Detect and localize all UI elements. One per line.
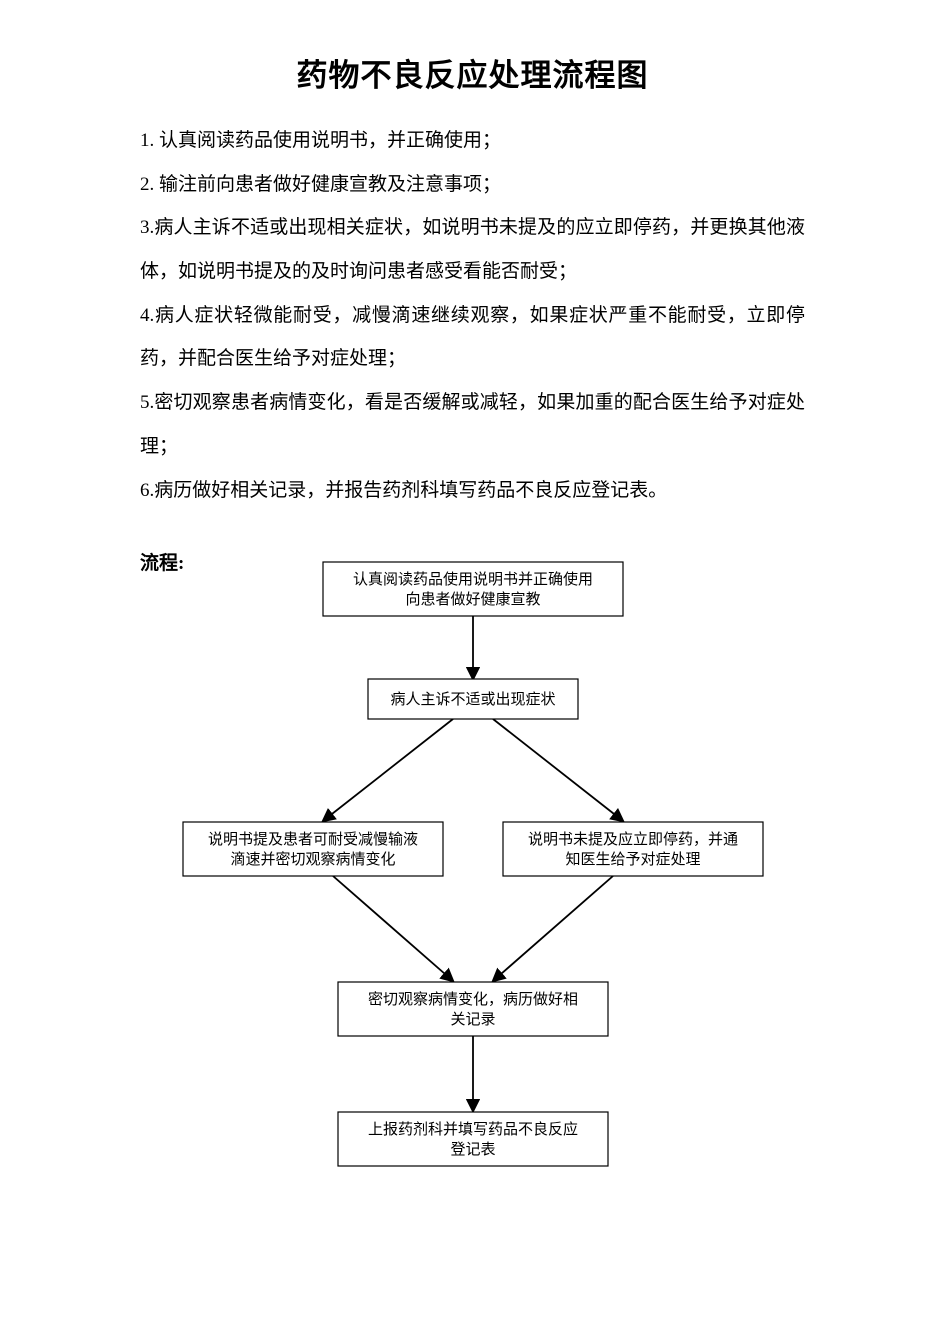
flow-node-n5: 密切观察病情变化，病历做好相关记录 — [338, 982, 608, 1036]
flowchart-svg: 认真阅读药品使用说明书并正确使用向患者做好健康宣教病人主诉不适或出现症状说明书提… — [153, 549, 793, 1189]
steps-list: 1. 认真阅读药品使用说明书，并正确使用； 2. 输注前向患者做好健康宣教及注意… — [140, 119, 805, 512]
flow-node-text: 病人主诉不适或出现症状 — [390, 691, 555, 708]
flow-node-n3: 说明书提及患者可耐受减慢输液滴速并密切观察病情变化 — [183, 822, 443, 876]
flow-edge — [493, 719, 623, 821]
step-4: 4.病人症状轻微能耐受，减慢滴速继续观察，如果症状严重不能耐受，立即停药，并配合… — [140, 294, 805, 381]
flow-node-text: 登记表 — [450, 1141, 495, 1158]
flow-node-n6: 上报药剂科并填写药品不良反应登记表 — [338, 1112, 608, 1166]
flow-node-text: 认真阅读药品使用说明书并正确使用 — [352, 570, 592, 588]
flow-node-text: 上报药剂科并填写药品不良反应 — [367, 1120, 577, 1138]
flow-node-text: 知医生给予对症处理 — [565, 851, 700, 868]
flow-node-n4: 说明书未提及应立即停药，并通知医生给予对症处理 — [503, 822, 763, 876]
flow-node-text: 说明书未提及应立即停药，并通 — [527, 830, 737, 848]
flow-node-n1: 认真阅读药品使用说明书并正确使用向患者做好健康宣教 — [323, 562, 623, 616]
step-3: 3.病人主诉不适或出现相关症状，如说明书未提及的应立即停药，并更换其他液体，如说… — [140, 206, 805, 293]
step-5: 5.密切观察患者病情变化，看是否缓解或减轻，如果加重的配合医生给予对症处理； — [140, 381, 805, 468]
step-1: 1. 认真阅读药品使用说明书，并正确使用； — [140, 119, 805, 163]
flow-node-text: 说明书提及患者可耐受减慢输液 — [207, 831, 417, 848]
step-2: 2. 输注前向患者做好健康宣教及注意事项； — [140, 163, 805, 207]
flowchart-container: 认真阅读药品使用说明书并正确使用向患者做好健康宣教病人主诉不适或出现症状说明书提… — [140, 549, 805, 1189]
flow-node-text: 向患者做好健康宣教 — [405, 591, 540, 608]
flow-edge — [333, 876, 453, 981]
document-page: 药物不良反应处理流程图 1. 认真阅读药品使用说明书，并正确使用； 2. 输注前… — [0, 0, 945, 1249]
step-6: 6.病历做好相关记录，并报告药剂科填写药品不良反应登记表。 — [140, 469, 805, 513]
flow-edge — [323, 719, 453, 821]
flow-node-text: 关记录 — [450, 1011, 495, 1028]
flow-node-n2: 病人主诉不适或出现症状 — [368, 679, 578, 719]
flow-node-text: 滴速并密切观察病情变化 — [230, 850, 395, 868]
page-title: 药物不良反应处理流程图 — [140, 50, 805, 95]
flow-edge — [493, 876, 613, 981]
flow-node-text: 密切观察病情变化，病历做好相 — [367, 990, 577, 1008]
